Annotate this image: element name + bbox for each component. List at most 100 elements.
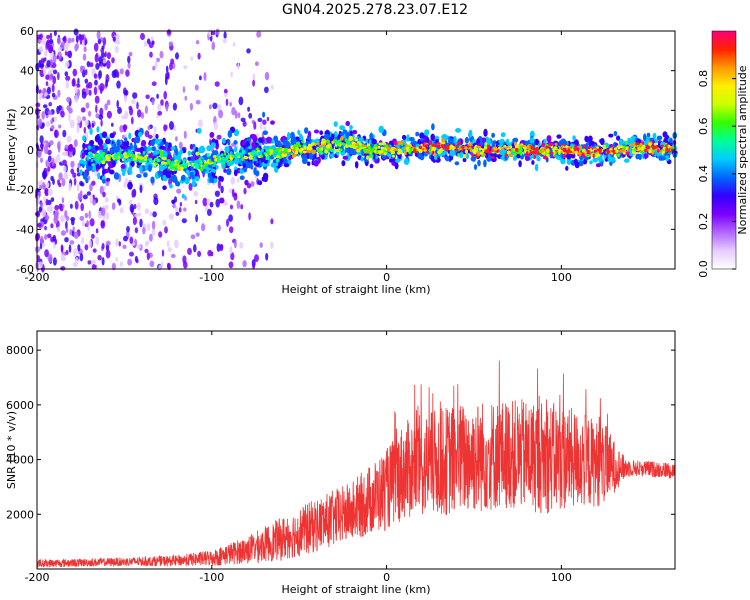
noise-blob xyxy=(101,257,105,266)
band-blob xyxy=(484,152,489,159)
ridge-point xyxy=(620,145,624,149)
noise-blob xyxy=(195,232,200,237)
band-blob xyxy=(570,153,576,159)
noise-blob xyxy=(106,110,112,119)
noise-blob xyxy=(140,112,145,119)
noise-blob xyxy=(215,28,220,36)
noise-blob xyxy=(47,155,52,162)
ridge-point xyxy=(576,147,580,151)
ridge-point xyxy=(142,150,146,155)
band-blob xyxy=(175,147,179,156)
band-blob xyxy=(178,154,182,163)
ridge-point xyxy=(510,149,514,153)
noise-blob xyxy=(81,237,85,244)
band-blob xyxy=(180,175,186,182)
noise-blob xyxy=(66,96,71,103)
noise-blob xyxy=(65,80,70,89)
band-blob xyxy=(137,131,143,137)
noise-blob xyxy=(116,71,120,78)
band-blob xyxy=(171,174,177,182)
noise-blob xyxy=(37,118,43,127)
ridge-point xyxy=(465,149,468,154)
ridge-point xyxy=(282,154,287,157)
band-blob xyxy=(257,137,264,143)
noise-blob xyxy=(223,201,228,206)
noise-blob xyxy=(60,253,65,262)
ridge-point xyxy=(592,153,595,158)
noise-blob xyxy=(149,51,153,58)
ridge-point xyxy=(159,151,164,156)
noise-blob xyxy=(188,182,193,191)
ridge-point xyxy=(249,155,253,158)
ridge-point xyxy=(244,156,249,160)
noise-blob xyxy=(72,226,75,232)
noise-blob xyxy=(167,246,172,253)
noise-blob xyxy=(270,241,274,249)
ridge-point xyxy=(393,141,398,146)
band-blob xyxy=(491,132,495,138)
band-blob xyxy=(389,158,393,163)
ridge-point xyxy=(339,137,344,141)
ridge-point xyxy=(260,148,265,153)
noise-blob xyxy=(47,70,52,75)
band-blob xyxy=(97,138,104,146)
band-blob xyxy=(233,140,238,145)
noise-blob xyxy=(84,69,88,76)
ridge-point xyxy=(562,147,566,151)
band-blob xyxy=(124,137,128,143)
band-blob xyxy=(349,147,356,155)
band-blob xyxy=(159,145,166,150)
ridge-point xyxy=(319,144,322,148)
snr-plot-area xyxy=(37,331,675,569)
band-blob xyxy=(218,197,225,204)
noise-blob xyxy=(88,239,92,248)
noise-blob xyxy=(149,260,155,268)
noise-blob xyxy=(232,42,236,47)
noise-blob xyxy=(152,65,156,71)
noise-blob xyxy=(119,125,124,133)
ridge-point xyxy=(174,165,178,169)
band-blob xyxy=(169,183,173,189)
band-blob xyxy=(395,158,401,163)
band-blob xyxy=(181,193,185,199)
noise-blob xyxy=(237,62,240,70)
ridge-point xyxy=(526,151,529,156)
noise-blob xyxy=(174,239,179,249)
band-blob xyxy=(462,157,467,163)
noise-blob xyxy=(230,204,233,210)
noise-blob xyxy=(56,36,61,45)
noise-blob xyxy=(111,70,117,79)
band-blob xyxy=(112,142,117,149)
colorbar-tick-label: 0.4 xyxy=(697,165,710,183)
ridge-point xyxy=(348,144,353,148)
noise-blob xyxy=(62,129,67,138)
ridge-point xyxy=(215,165,219,170)
noise-blob xyxy=(163,90,167,100)
noise-blob xyxy=(68,182,72,192)
band-blob xyxy=(151,146,157,152)
ridge-point xyxy=(131,154,136,159)
ridge-point xyxy=(257,151,262,156)
band-blob xyxy=(314,138,320,144)
noise-blob xyxy=(264,86,269,94)
noise-blob xyxy=(104,51,107,58)
noise-blob xyxy=(73,231,79,239)
noise-blob xyxy=(225,98,229,107)
noise-blob xyxy=(118,241,122,247)
band-blob xyxy=(223,168,227,173)
noise-blob xyxy=(58,182,62,188)
noise-blob xyxy=(44,145,49,155)
ridge-point xyxy=(482,153,486,157)
band-blob xyxy=(154,138,161,145)
ridge-point xyxy=(366,155,369,160)
band-blob xyxy=(191,174,195,180)
ridge-point xyxy=(476,153,481,156)
ridge-point xyxy=(571,151,575,155)
noise-blob xyxy=(166,240,170,248)
noise-blob xyxy=(215,198,220,208)
ridge-point xyxy=(177,163,180,168)
noise-blob xyxy=(223,88,228,94)
ridge-point xyxy=(91,163,96,167)
noise-blob xyxy=(77,77,80,86)
ridge-point xyxy=(374,146,378,150)
